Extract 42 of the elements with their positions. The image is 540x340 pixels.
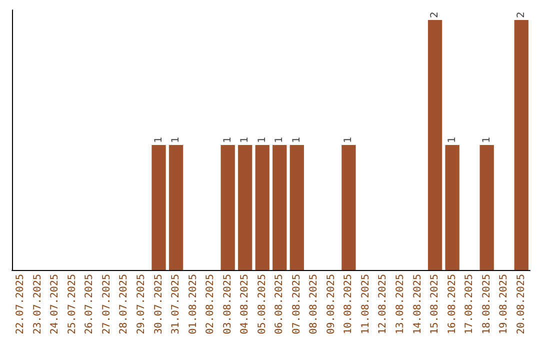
data-label: 1: [274, 136, 286, 143]
x-tick-label: 09.08.2025: [326, 274, 337, 334]
x-tick-label: 01.08.2025: [188, 274, 199, 334]
x-tick-label: 27.07.2025: [101, 274, 112, 334]
x-tick-label: 25.07.2025: [66, 274, 78, 334]
x-tick-label: 03.08.2025: [222, 274, 234, 334]
x-tick-label: 08.08.2025: [308, 274, 320, 334]
x-tick-label: 26.07.2025: [84, 274, 96, 334]
x-tick-label: 22.07.2025: [15, 274, 26, 334]
data-label: 1: [240, 136, 251, 143]
data-label: 1: [256, 136, 268, 143]
data-label: 1: [170, 136, 182, 143]
data-label: 1: [343, 136, 354, 143]
data-label: 2: [430, 12, 441, 18]
x-tick-label: 18.08.2025: [481, 274, 492, 334]
x-tick-label: 31.07.2025: [170, 274, 182, 334]
x-tick-label: 19.08.2025: [498, 274, 510, 334]
x-tick-label: 11.08.2025: [360, 274, 372, 334]
x-tick-label: 30.07.2025: [153, 274, 164, 334]
data-label: 1: [222, 136, 234, 143]
x-tick-label: 04.08.2025: [240, 274, 251, 334]
x-tick-label: 07.08.2025: [291, 274, 302, 334]
x-tick-label: 15.08.2025: [430, 274, 441, 334]
x-tick-label: 17.08.2025: [464, 274, 476, 334]
data-label: 1: [291, 136, 302, 143]
x-tick-label: 12.08.2025: [378, 274, 389, 334]
x-tick-label: 05.08.2025: [256, 274, 268, 334]
data-label: 1: [153, 136, 164, 143]
data-label: 1: [446, 136, 458, 143]
x-tick-label: 06.08.2025: [274, 274, 286, 334]
x-tick-label: 02.08.2025: [205, 274, 216, 334]
x-tick-label: 10.08.2025: [343, 274, 354, 334]
x-tick-label: 20.08.2025: [516, 274, 527, 334]
x-tick-label: 23.07.2025: [32, 274, 44, 334]
x-tick-label: 13.08.2025: [395, 274, 406, 334]
x-tick-label: 29.07.2025: [136, 274, 147, 334]
x-tick-label: 16.08.2025: [446, 274, 458, 334]
data-label: 2: [516, 12, 527, 18]
x-tick-label: 24.07.2025: [50, 274, 61, 334]
data-label: 1: [481, 136, 492, 143]
x-tick-label: 28.07.2025: [118, 274, 130, 334]
x-tick-label: 14.08.2025: [412, 274, 424, 334]
